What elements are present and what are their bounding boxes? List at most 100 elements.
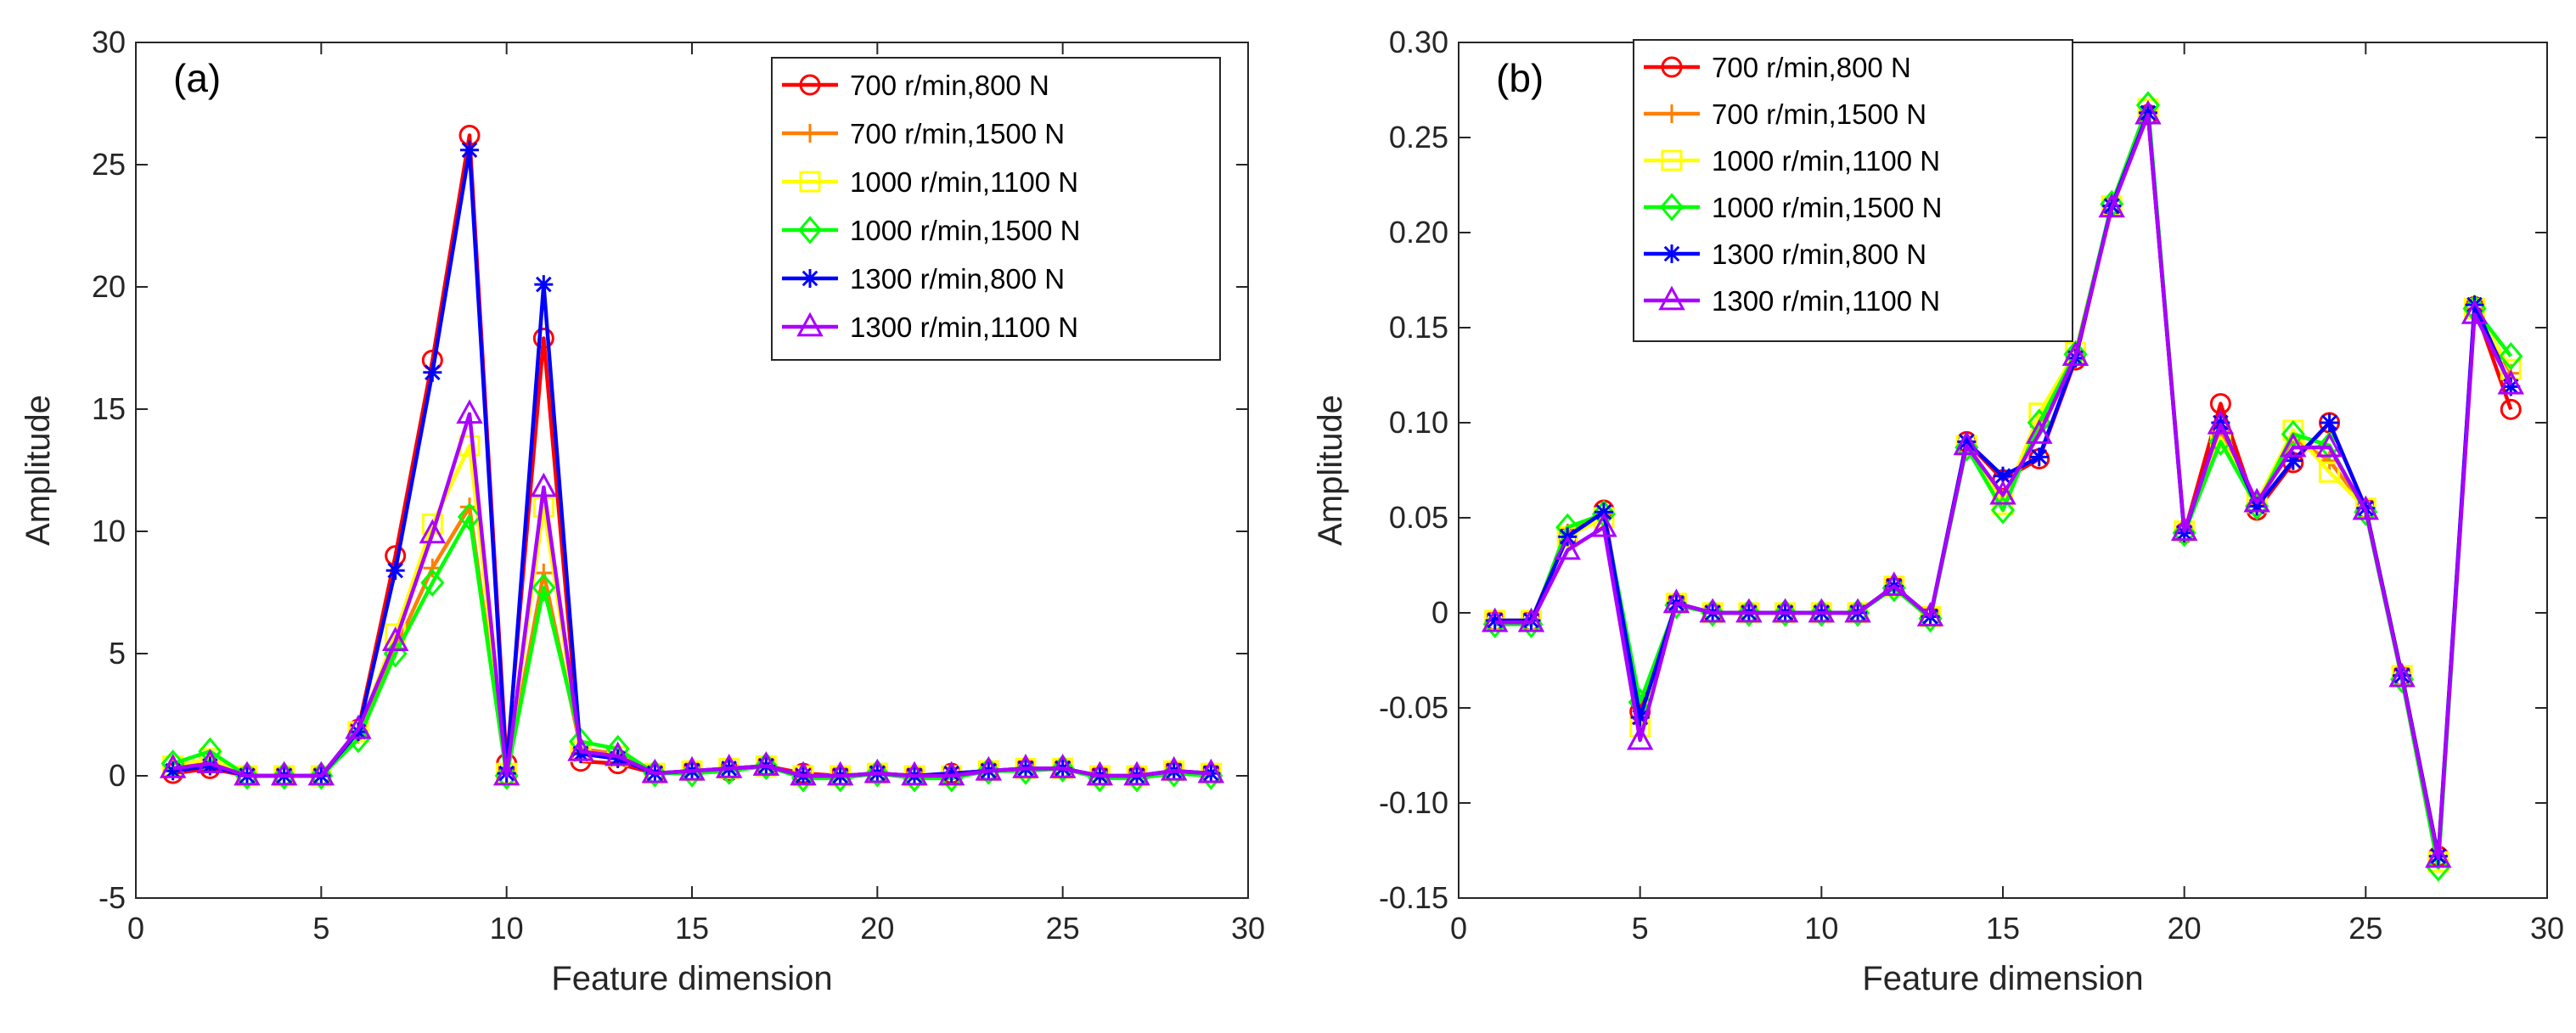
data-point: [530, 472, 558, 497]
y-tick-label: 0.05: [1389, 500, 1448, 535]
data-point: [715, 753, 743, 778]
data-point: [2243, 487, 2270, 513]
data-point: [1736, 598, 1761, 627]
data-point: [419, 519, 447, 544]
data-point: [571, 744, 590, 764]
legend-label: 700 r/min,1500 N: [1712, 98, 1926, 130]
y-tick-label: 0: [109, 758, 126, 793]
legend-box: [771, 57, 1221, 361]
y-axis-label: Amplitude: [1312, 395, 1349, 546]
data-point: [1808, 598, 1836, 623]
data-point: [1626, 725, 1654, 750]
y-tick-label: 0.30: [1389, 25, 1448, 59]
legend-item: 1000 r/min,1500 N: [1644, 192, 1943, 223]
x-tick-label: 0: [1450, 911, 1467, 946]
data-point: [865, 759, 890, 788]
data-point: [863, 758, 891, 783]
legend: 700 r/min,800 N 700 r/min,1500 N 1000 r/mi…: [1633, 39, 2073, 342]
data-point: [1809, 598, 1834, 627]
series-line: [172, 504, 1212, 778]
data-point: [752, 751, 780, 776]
data-point: [567, 736, 594, 761]
y-tick-label: 30: [92, 25, 126, 59]
data-point: [423, 362, 442, 382]
legend: 700 r/min,800 N 700 r/min,1500 N 1000 r/mi…: [771, 57, 1221, 361]
y-tick-label: 5: [109, 636, 126, 671]
y-tick-label: 0.25: [1389, 120, 1448, 154]
series-line: [1494, 112, 2513, 861]
x-tick-label: 10: [490, 911, 524, 946]
x-tick-label: 15: [675, 911, 709, 946]
legend-label: 1300 r/min,1100 N: [850, 312, 1078, 343]
data-point: [901, 761, 928, 786]
data-point: [2170, 516, 2198, 542]
series-3: [162, 435, 1222, 787]
data-point: [420, 568, 445, 598]
data-point: [826, 761, 854, 786]
data-point: [1735, 598, 1763, 623]
data-point: [2207, 409, 2235, 435]
data-point: [2134, 99, 2162, 125]
legend-marker: [1658, 285, 1685, 311]
data-point: [2319, 461, 2341, 483]
data-point: [2497, 369, 2524, 395]
legend-item: 700 r/min,1500 N: [1644, 98, 1926, 130]
data-point: [754, 751, 779, 781]
legend-item: 1000 r/min,1100 N: [782, 166, 1078, 198]
data-point: [1482, 607, 1509, 632]
data-point: [1953, 430, 1980, 456]
data-point: [2283, 451, 2303, 470]
panel-label: (b): [1496, 56, 1544, 100]
legend-label: 1300 r/min,1100 N: [1712, 285, 1940, 317]
data-point: [1916, 602, 1944, 626]
data-point: [196, 749, 224, 773]
data-point: [1630, 708, 1650, 727]
data-point: [457, 502, 482, 531]
y-tick-label: 10: [92, 514, 126, 548]
data-point: [1197, 758, 1225, 783]
legend-label: 700 r/min,1500 N: [850, 118, 1065, 149]
data-point: [534, 275, 554, 295]
data-point: [976, 756, 1001, 785]
series-4: [160, 502, 1223, 793]
data-point: [1957, 432, 1977, 452]
data-point: [1590, 512, 1617, 537]
chart-panel-b: 0 5 10 15 20 25 30 -0.15 -0.10 -0.05 0 0.05 0.10 0.15…: [1312, 25, 2564, 997]
series-line: [172, 514, 1212, 781]
data-point: [678, 755, 706, 781]
data-point: [608, 749, 627, 768]
data-point: [2501, 377, 2521, 396]
data-point: [2425, 843, 2452, 868]
legend-marker: [799, 74, 821, 96]
y-axis-label: Amplitude: [20, 395, 57, 546]
data-point: [460, 140, 479, 160]
data-point: [1844, 598, 1871, 623]
legend-item: 700 r/min,800 N: [782, 70, 1049, 101]
data-point: [1701, 598, 1725, 627]
data-point: [309, 761, 334, 790]
series-6: [1482, 99, 2524, 868]
data-point: [270, 761, 298, 786]
x-axis-label: Feature dimension: [551, 960, 832, 997]
data-point: [2280, 432, 2307, 458]
data-point: [1012, 753, 1039, 778]
data-point: [1699, 598, 1726, 623]
y-tick-label: 0.10: [1389, 405, 1448, 440]
data-point: [2499, 341, 2523, 371]
y-tick-label: -5: [98, 880, 126, 915]
data-point: [492, 761, 520, 786]
data-point: [2320, 413, 2339, 432]
data-point: [1050, 754, 1075, 783]
data-point: [532, 573, 556, 602]
legend-label: 1300 r/min,800 N: [1712, 239, 1926, 270]
legend-marker: [1661, 56, 1683, 78]
data-point: [1086, 761, 1114, 786]
y-tick-label: 0: [1431, 595, 1448, 630]
series-6: [159, 399, 1225, 786]
data-point: [272, 761, 296, 790]
data-point: [2098, 193, 2125, 218]
legend-item: 1000 r/min,1100 N: [1644, 145, 1940, 177]
data-point: [494, 761, 519, 790]
data-point: [1771, 598, 1799, 623]
